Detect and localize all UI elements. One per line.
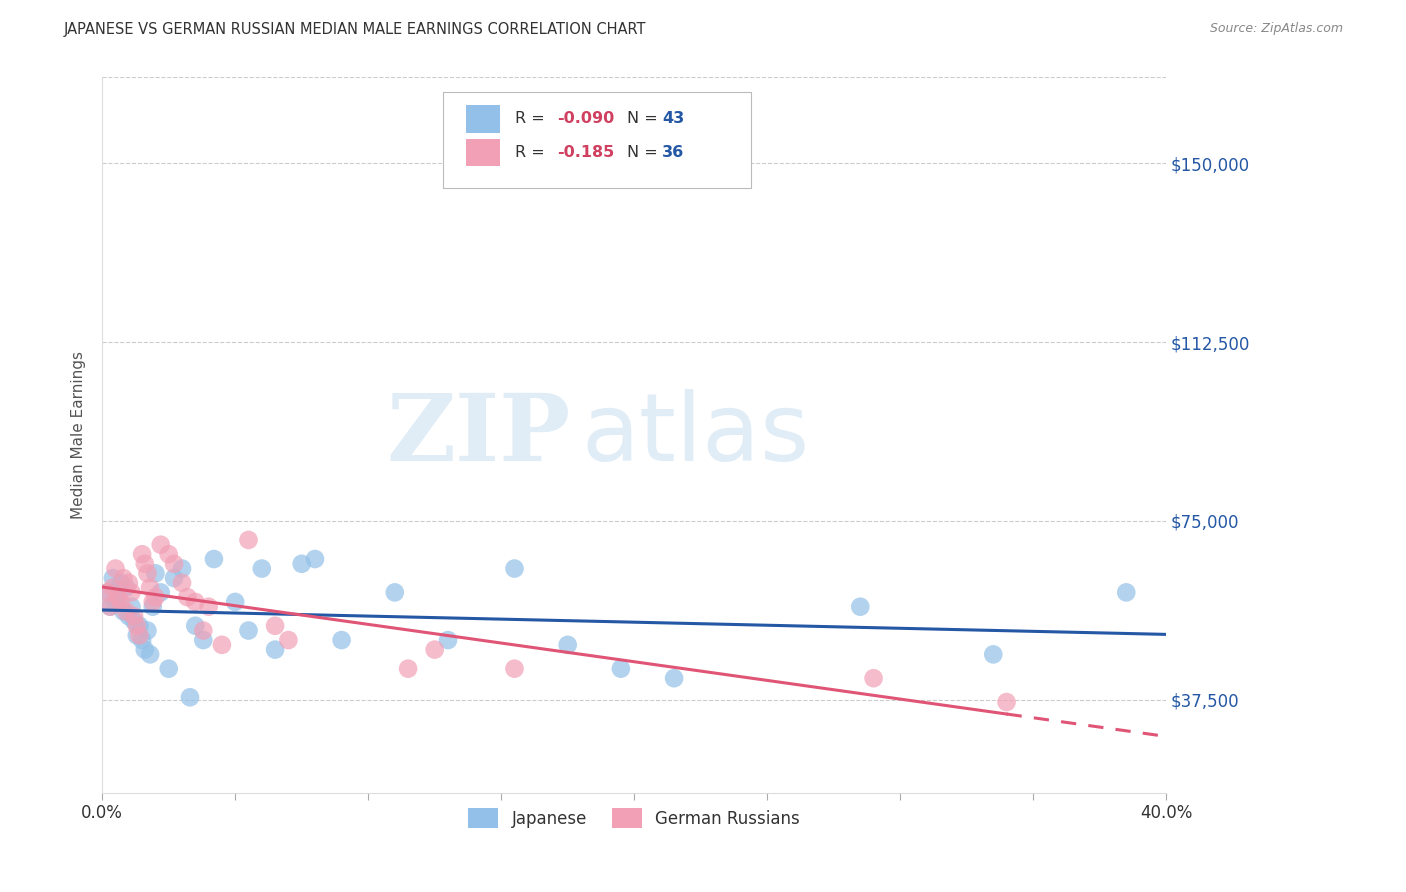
Point — [170, 575, 193, 590]
Point — [104, 561, 127, 575]
Point — [142, 595, 165, 609]
Point — [238, 624, 260, 638]
Point — [264, 619, 287, 633]
Point — [115, 605, 138, 619]
Point — [139, 581, 162, 595]
Point — [118, 575, 141, 590]
Text: -0.090: -0.090 — [558, 112, 614, 127]
Point — [437, 633, 460, 648]
Point — [423, 642, 446, 657]
Text: N =: N = — [627, 112, 658, 127]
Point — [136, 566, 159, 581]
Point — [304, 552, 326, 566]
Point — [238, 533, 260, 547]
Text: N =: N = — [627, 145, 658, 160]
Point — [211, 638, 233, 652]
Point — [277, 633, 299, 648]
Point — [179, 690, 201, 705]
Point — [330, 633, 353, 648]
Point — [662, 671, 685, 685]
Point — [107, 590, 129, 604]
Point — [557, 638, 579, 652]
Point — [184, 619, 207, 633]
Point — [136, 624, 159, 638]
Point — [125, 619, 148, 633]
Point — [224, 595, 246, 609]
Point — [110, 595, 132, 609]
Point — [184, 595, 207, 609]
Legend: Japanese, German Russians: Japanese, German Russians — [461, 802, 807, 834]
Point — [503, 561, 526, 575]
Point — [149, 585, 172, 599]
FancyBboxPatch shape — [465, 139, 501, 166]
Point — [849, 599, 872, 614]
Point — [96, 585, 118, 599]
Point — [145, 566, 167, 581]
Point — [163, 571, 186, 585]
Point — [118, 609, 141, 624]
Point — [139, 648, 162, 662]
Point — [125, 628, 148, 642]
Point — [202, 552, 225, 566]
FancyBboxPatch shape — [443, 92, 751, 188]
Point — [610, 662, 633, 676]
Point — [121, 585, 143, 599]
Text: -0.185: -0.185 — [558, 145, 614, 160]
FancyBboxPatch shape — [465, 105, 501, 133]
Point — [101, 581, 124, 595]
Text: ZIP: ZIP — [387, 390, 571, 480]
Point — [110, 575, 132, 590]
Text: R =: R = — [515, 145, 544, 160]
Point — [107, 590, 129, 604]
Point — [250, 561, 273, 575]
Point — [115, 581, 138, 595]
Point — [96, 585, 118, 599]
Point — [396, 662, 419, 676]
Text: Source: ZipAtlas.com: Source: ZipAtlas.com — [1209, 22, 1343, 36]
Point — [176, 590, 198, 604]
Point — [157, 662, 180, 676]
Text: atlas: atlas — [581, 389, 810, 481]
Point — [145, 590, 167, 604]
Text: 36: 36 — [662, 145, 685, 160]
Point — [163, 557, 186, 571]
Point — [122, 614, 145, 628]
Point — [134, 642, 156, 657]
Point — [128, 619, 150, 633]
Point — [193, 624, 215, 638]
Text: JAPANESE VS GERMAN RUSSIAN MEDIAN MALE EARNINGS CORRELATION CHART: JAPANESE VS GERMAN RUSSIAN MEDIAN MALE E… — [63, 22, 645, 37]
Point — [384, 585, 406, 599]
Point — [101, 571, 124, 585]
Point — [197, 599, 219, 614]
Point — [193, 633, 215, 648]
Y-axis label: Median Male Earnings: Median Male Earnings — [72, 351, 86, 519]
Text: R =: R = — [515, 112, 544, 127]
Point — [995, 695, 1018, 709]
Point — [170, 561, 193, 575]
Point — [98, 599, 121, 614]
Point — [142, 599, 165, 614]
Point — [104, 595, 127, 609]
Point — [131, 547, 153, 561]
Point — [112, 571, 135, 585]
Point — [121, 599, 143, 614]
Point — [122, 609, 145, 624]
Point — [131, 633, 153, 648]
Point — [128, 628, 150, 642]
Point — [264, 642, 287, 657]
Point — [862, 671, 884, 685]
Point — [112, 605, 135, 619]
Point — [149, 538, 172, 552]
Point — [134, 557, 156, 571]
Point — [503, 662, 526, 676]
Point — [291, 557, 314, 571]
Point — [157, 547, 180, 561]
Point — [1115, 585, 1137, 599]
Point — [98, 599, 121, 614]
Text: 43: 43 — [662, 112, 685, 127]
Point — [981, 648, 1004, 662]
